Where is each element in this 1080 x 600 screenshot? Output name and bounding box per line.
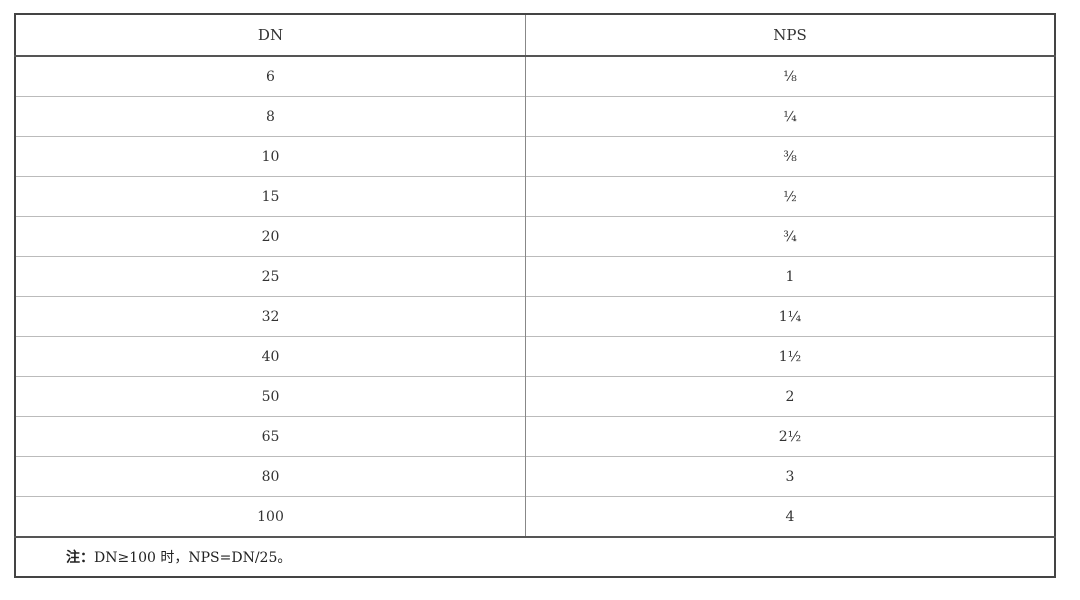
header-row: DN NPS: [15, 13, 1055, 57]
cell-nps: 2½: [525, 416, 1055, 457]
note-row: 注：DN≥100 时，NPS=DN/25。: [15, 536, 1055, 577]
table-row: 32 1¼: [15, 296, 1055, 337]
cell-dn: 65: [15, 416, 526, 457]
cell-nps: 3: [525, 456, 1055, 497]
note-label: 注：: [66, 550, 94, 566]
cell-nps: 1¼: [525, 296, 1055, 337]
cell-nps: ¾: [525, 216, 1055, 257]
cell-dn: 100: [15, 496, 526, 538]
cell-nps: 1½: [525, 336, 1055, 377]
table-row: 100 4: [15, 496, 1055, 538]
table-row: 10 ⅜: [15, 136, 1055, 177]
cell-dn: 6: [15, 55, 526, 97]
table-row: 80 3: [15, 456, 1055, 497]
cell-dn: 15: [15, 176, 526, 217]
cell-nps: ⅛: [525, 55, 1055, 97]
cell-dn: 25: [15, 256, 526, 297]
header-dn: DN: [15, 13, 526, 57]
cell-nps: 2: [525, 376, 1055, 417]
table-row: 50 2: [15, 376, 1055, 417]
table-note: 注：DN≥100 时，NPS=DN/25。: [15, 536, 1055, 577]
cell-nps: 1: [525, 256, 1055, 297]
table-row: 65 2½: [15, 416, 1055, 457]
cell-dn: 10: [15, 136, 526, 177]
note-text: DN≥100 时，NPS=DN/25。: [94, 550, 292, 566]
cell-nps: ½: [525, 176, 1055, 217]
cell-dn: 32: [15, 296, 526, 337]
table-row: 15 ½: [15, 176, 1055, 217]
cell-dn: 80: [15, 456, 526, 497]
cell-nps: ¼: [525, 96, 1055, 137]
table-row: 25 1: [15, 256, 1055, 297]
cell-dn: 8: [15, 96, 526, 137]
header-nps: NPS: [525, 13, 1055, 57]
cell-dn: 40: [15, 336, 526, 377]
table-row: 40 1½: [15, 336, 1055, 377]
cell-nps: 4: [525, 496, 1055, 538]
cell-dn: 50: [15, 376, 526, 417]
cell-dn: 20: [15, 216, 526, 257]
dn-nps-table: DN NPS 6 ⅛ 8 ¼ 10 ⅜ 15 ½ 20 ¾ 25 1 32 1¼ 40 1½ 50 2 65 2½ 80…: [14, 13, 1056, 578]
cell-nps: ⅜: [525, 136, 1055, 177]
table-row: 20 ¾: [15, 216, 1055, 257]
